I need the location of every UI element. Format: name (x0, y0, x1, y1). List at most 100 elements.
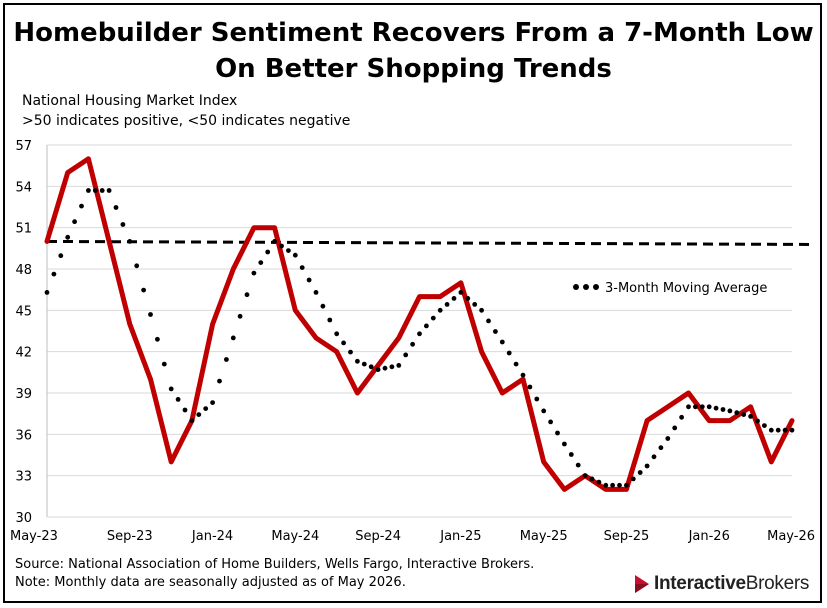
moving-average-dot (437, 307, 443, 313)
moving-average-dot (210, 400, 216, 405)
moving-average-dot (458, 290, 464, 295)
moving-average-dot (782, 427, 788, 433)
moving-average-dot (727, 408, 733, 414)
moving-average-dot (465, 296, 471, 301)
moving-average-dot (603, 482, 609, 488)
x-tick-label: Sep-23 (107, 529, 153, 544)
moving-average-dot (313, 290, 319, 295)
y-axis-tick-labels: 30 33 36 39 42 45 48 51 54 57 (15, 139, 32, 526)
moving-average-dot (699, 404, 705, 410)
moving-average-dot (389, 364, 395, 370)
y-tick-label: 42 (15, 346, 32, 361)
moving-average-dot (424, 323, 429, 329)
moving-average-dot (444, 302, 450, 307)
moving-average-dot (589, 476, 595, 482)
moving-average-dot (251, 270, 257, 276)
moving-average-dot (92, 188, 98, 193)
moving-average-dot (410, 341, 415, 347)
moving-average-dot (596, 479, 602, 485)
data-note: Note: Monthly data are seasonally adjust… (15, 575, 406, 590)
x-axis-tick-labels: May-23 Sep-23 Jan-24 May-24 Sep-24 Jan-25 May-… (10, 529, 815, 544)
title-line-2: On Better Shopping Trends (215, 54, 612, 84)
moving-average-dot (775, 427, 781, 433)
moving-average-dot (472, 302, 478, 307)
moving-average-dot (555, 430, 560, 436)
moving-average-dot (161, 361, 167, 367)
moving-average-dot (665, 436, 671, 441)
moving-average-dot (327, 317, 333, 323)
moving-average-dot (224, 357, 229, 362)
x-tick-label: May-26 (767, 529, 815, 544)
moving-average-dot (299, 265, 305, 270)
moving-average-dot (265, 249, 271, 255)
threshold-line (46, 239, 811, 246)
chart-frame (3, 3, 822, 603)
moving-average-dot (430, 315, 436, 321)
moving-average-dot (617, 482, 622, 488)
moving-average-dot (541, 408, 547, 414)
moving-average-dot (548, 419, 553, 425)
moving-average-dot (127, 239, 133, 244)
chart-legend: 3-Month Moving Average (573, 281, 767, 296)
title-line-1: Homebuilder Sentiment Recovers From a 7-… (13, 18, 814, 48)
chart-series (44, 156, 795, 492)
moving-average-dot (175, 397, 181, 402)
moving-average-dot (230, 335, 236, 341)
moving-average-dot (651, 454, 657, 460)
chart-subtitle: National Housing Market Index (22, 93, 238, 109)
chart-description: >50 indicates positive, <50 indicates ne… (22, 113, 351, 129)
x-tick-label: Jan-24 (191, 529, 233, 544)
moving-average-dot (99, 188, 105, 193)
moving-average-dot (658, 445, 664, 451)
x-tick-label: Jan-25 (439, 529, 481, 544)
y-tick-label: 51 (15, 222, 32, 237)
moving-average-dot (375, 367, 381, 372)
moving-average-dot (527, 384, 533, 390)
ib-logo-icon (635, 575, 649, 593)
moving-average-dot (58, 253, 64, 259)
moving-average-dot (568, 452, 574, 457)
moving-average-dot (762, 423, 767, 428)
x-tick-label: Jan-26 (688, 529, 730, 544)
legend-marker-dot (593, 284, 599, 290)
moving-average-dot (361, 361, 367, 367)
logo-text-part-2: Brokers (745, 573, 810, 594)
moving-average-dot (168, 386, 174, 392)
moving-average-dot (341, 340, 346, 346)
moving-average-dot (237, 313, 243, 319)
legend-marker-dot (573, 284, 579, 290)
moving-average-dot (768, 427, 774, 433)
moving-average-dot (44, 290, 50, 295)
moving-average-dot (748, 414, 753, 419)
moving-average-dot (113, 205, 119, 210)
moving-average-dot (148, 312, 153, 317)
moving-average-dot (686, 404, 691, 410)
moving-average-dot (630, 476, 636, 482)
moving-average-dot (79, 203, 84, 209)
moving-average-dot (106, 188, 112, 193)
moving-average-dot (679, 414, 684, 420)
moving-average-dot (789, 427, 795, 433)
moving-average-dot (506, 350, 512, 356)
moving-average-dot (272, 239, 277, 244)
y-tick-label: 33 (15, 470, 32, 485)
moving-average-dot (624, 482, 629, 488)
moving-average-dot (451, 296, 457, 301)
moving-average-dot (396, 363, 402, 368)
moving-average-dot (575, 462, 581, 468)
moving-average-dot (637, 470, 643, 475)
y-tick-label: 48 (15, 263, 32, 278)
reference-line-50 (46, 239, 811, 246)
moving-average-dot (713, 405, 719, 411)
logo-wordmark: InteractiveBrokers (654, 573, 809, 595)
moving-average-dot (279, 243, 284, 249)
moving-average-dot (368, 364, 374, 370)
moving-average-dot (417, 331, 422, 337)
moving-average-dot (479, 307, 484, 313)
moving-average-dot (755, 418, 760, 424)
moving-average-dot (493, 329, 498, 334)
gridlines (46, 144, 792, 518)
moving-average-dot (203, 406, 209, 411)
x-tick-label: May-25 (520, 529, 568, 544)
